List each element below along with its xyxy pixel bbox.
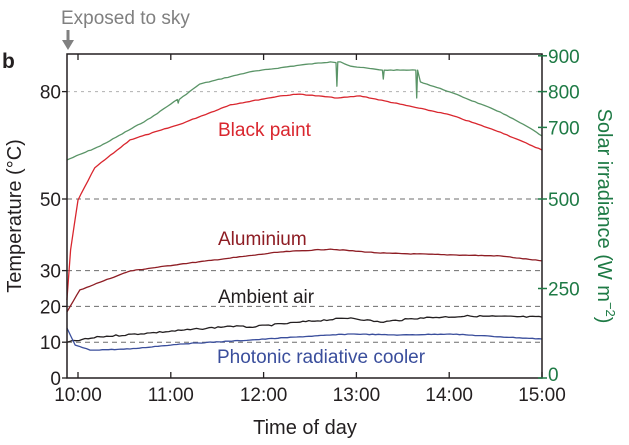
y-right-tick-label: 800 <box>548 83 580 104</box>
y-left-tick-label: 50 <box>40 190 61 211</box>
gridlines <box>67 91 542 343</box>
x-tick-label: 10:00 <box>54 385 102 406</box>
panel-label: b <box>2 50 15 73</box>
x-tick-label: 12:00 <box>240 385 288 406</box>
y-right-tick-label: 0 <box>548 365 559 386</box>
x-tick-label: 11:00 <box>148 385 194 406</box>
x-tick-label: 15:00 <box>518 385 566 406</box>
down-arrow-icon <box>62 30 74 50</box>
y-right-tick-label: 500 <box>548 190 580 211</box>
series-line-black-paint <box>66 93 543 301</box>
y-left-tick-label: 30 <box>40 262 61 283</box>
label-black-paint: Black paint <box>218 120 312 141</box>
y-left-tick-label: 80 <box>40 83 61 104</box>
label-ambient-air: Ambient air <box>218 287 315 308</box>
y-axis-title-right-main: Solar irradiance (W m <box>593 109 615 302</box>
plot-border <box>66 53 543 379</box>
series-lines <box>66 61 543 351</box>
series-line-photonic-radiative-cooler <box>66 327 543 351</box>
y-axis-title-right-close: ) <box>593 317 615 324</box>
x-tick-label: 14:00 <box>425 385 473 406</box>
x-axis-title: Time of day <box>253 417 357 439</box>
y-axis-title-right-sup: −2 <box>603 302 618 317</box>
label-aluminium: Aluminium <box>218 229 307 250</box>
series-line-solar-irradiance <box>66 61 543 161</box>
y-left-tick-label: 20 <box>40 297 61 318</box>
y-right-tick-label: 250 <box>548 280 580 301</box>
y-axis-title-right: Solar irradiance (W m−2) <box>593 109 618 324</box>
y-right-tick-label: 700 <box>548 118 580 139</box>
y-left-tick-label: 10 <box>40 333 61 354</box>
y-axis-title-left: Temperature (°C) <box>4 139 26 293</box>
x-tick-label: 13:00 <box>333 385 381 406</box>
ticks: 10:00 11:00 12:00 13:00 14:00 15:000102030508… <box>40 47 580 406</box>
y-right-tick-label: 900 <box>548 47 580 68</box>
plot-frame <box>66 53 543 379</box>
label-photonic-radiative-cooler: Photonic radiative cooler <box>217 347 426 368</box>
annotation-exposed-to-sky: Exposed to sky <box>61 8 190 29</box>
y-left-tick-label: 0 <box>50 369 61 390</box>
series-line-ambient-air <box>66 314 543 343</box>
series-line-aluminium <box>66 248 543 313</box>
